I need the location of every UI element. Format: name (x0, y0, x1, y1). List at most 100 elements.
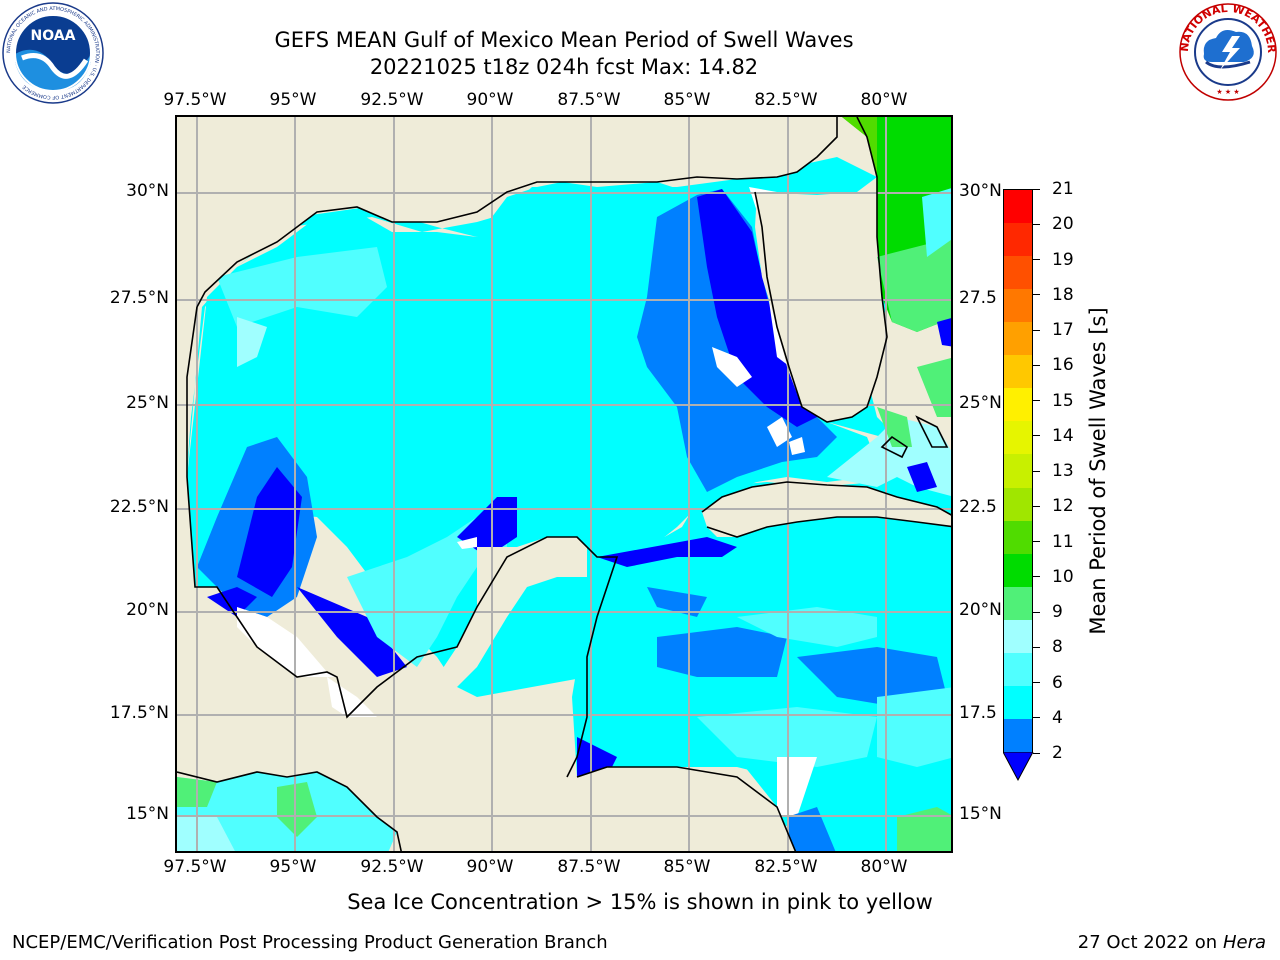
colorbar-tick-mark (1033, 223, 1040, 225)
lat-label-right: 20°N (959, 600, 1002, 620)
lat-label-left: 20°N (126, 600, 169, 620)
colorbar-band (1004, 421, 1032, 455)
footer-credit: NCEP/EMC/Verification Post Processing Pr… (12, 932, 608, 953)
coastlines (177, 117, 951, 851)
colorbar-under-arrow (1003, 752, 1034, 782)
nws-logo: NATIONAL WEATHER SERVICE ★ ★ ★ (1174, 0, 1278, 102)
colorbar-band (1004, 718, 1032, 753)
colorbar-band (1004, 388, 1032, 422)
colorbar-band (1004, 652, 1032, 687)
lat-label-right: 30°N (959, 181, 1002, 201)
colorbar-tick-label: 8 (1052, 637, 1063, 658)
colorbar-tick-mark (1033, 646, 1040, 648)
lat-label-left: 25°N (126, 393, 169, 413)
colorbar-tick-label: 18 (1052, 284, 1074, 305)
colorbar-tick-label: 11 (1052, 531, 1074, 552)
colorbar-tick-label: 6 (1052, 672, 1063, 693)
colorbar-band (1004, 619, 1032, 654)
svg-text:★ ★ ★: ★ ★ ★ (1216, 88, 1239, 96)
colorbar-band (1004, 685, 1032, 720)
colorbar-label: Mean Period of Swell Waves [s] (1086, 307, 1110, 635)
colorbar-band (1004, 454, 1032, 489)
colorbar-tick-mark (1033, 682, 1040, 683)
lat-label-left: 15°N (126, 804, 169, 824)
noaa-logo: NOAA NATIONAL OCEANIC AND ATMOSPHERIC AD… (2, 2, 104, 104)
lon-label-bottom: 92.5°W (360, 857, 424, 877)
colorbar-band (1004, 256, 1032, 290)
colorbar-tick-label: 20 (1052, 214, 1074, 235)
lon-label-bottom: 82.5°W (754, 857, 818, 877)
lon-label-top: 80°W (860, 90, 908, 110)
colorbar-band (1004, 223, 1032, 257)
colorbar-tick-mark (1033, 541, 1040, 542)
lat-label-left: 17.5°N (109, 703, 169, 723)
colorbar-tick-label: 10 (1052, 566, 1074, 587)
lon-label-top: 82.5°W (754, 90, 818, 110)
colorbar-tick-label: 2 (1052, 743, 1063, 763)
colorbar-tick-mark (1033, 400, 1040, 401)
colorbar-tick-mark (1033, 329, 1040, 331)
lat-label-right: 22.5 (959, 497, 997, 517)
colorbar-tick-label: 16 (1052, 355, 1074, 376)
lat-label-right: 27.5 (959, 288, 997, 308)
colorbar (1003, 189, 1033, 753)
colorbar-tick-mark (1033, 717, 1040, 719)
colorbar-tick-mark (1033, 294, 1040, 296)
lat-label-right: 15°N (959, 804, 1002, 824)
map-panel (175, 115, 953, 853)
footer-date: 27 Oct 2022 on Hera (1078, 932, 1266, 953)
colorbar-tick-mark (1033, 752, 1040, 754)
us-coast-land (177, 117, 951, 307)
colorbar-tick-label: 13 (1052, 461, 1074, 481)
plot-title-line1: GEFS MEAN Gulf of Mexico Mean Period of … (274, 28, 854, 52)
colorbar-tick-mark (1033, 435, 1040, 437)
colorbar-band (1004, 289, 1032, 323)
colorbar-tick-mark (1033, 611, 1040, 613)
lon-label-bottom: 90°W (466, 857, 514, 877)
lon-label-bottom: 87.5°W (557, 857, 621, 877)
sea-ice-note: Sea Ice Concentration > 15% is shown in … (347, 890, 933, 914)
colorbar-tick-label: 19 (1052, 249, 1074, 270)
colorbar-tick-label: 4 (1052, 707, 1063, 728)
colorbar-band (1004, 487, 1032, 522)
footer-host: Hera (1222, 932, 1266, 953)
colorbar-band (1004, 322, 1032, 356)
lon-label-bottom: 95°W (269, 857, 317, 877)
colorbar-tick-label: 12 (1052, 496, 1074, 517)
colorbar-band (1004, 190, 1032, 224)
lon-label-bottom: 97.5°W (163, 857, 227, 877)
colorbar-band (1004, 520, 1032, 555)
colorbar-tick-mark (1033, 364, 1040, 366)
colorbar-tick-label: 15 (1052, 390, 1074, 411)
lon-label-top: 92.5°W (360, 90, 424, 110)
colorbar-band (1004, 553, 1032, 588)
colorbar-band (1004, 586, 1032, 621)
lon-label-top: 90°W (466, 90, 514, 110)
graticule (177, 117, 951, 851)
colorbar-tick-mark (1033, 470, 1040, 472)
lat-label-right: 17.5 (959, 703, 997, 723)
plot-title-line2: 20221025 t18z 024h fcst Max: 14.82 (369, 55, 759, 79)
lon-label-top: 97.5°W (163, 90, 227, 110)
lat-label-left: 27.5°N (109, 288, 169, 308)
lon-label-top: 85°W (663, 90, 711, 110)
colorbar-tick-label: 9 (1052, 602, 1063, 622)
colorbar-tick-label: 21 (1052, 179, 1074, 199)
lon-label-top: 95°W (269, 90, 317, 110)
lat-label-left: 22.5°N (109, 497, 169, 517)
colorbar-tick-label: 14 (1052, 425, 1074, 446)
lon-label-bottom: 80°W (860, 857, 908, 877)
lon-label-bottom: 85°W (663, 857, 711, 877)
lon-label-top: 87.5°W (557, 90, 621, 110)
colorbar-tick-mark (1033, 259, 1040, 260)
svg-text:NOAA: NOAA (31, 28, 76, 44)
map-canvas (177, 117, 951, 851)
lat-label-right: 25°N (959, 393, 1002, 413)
colorbar-tick-mark (1033, 505, 1040, 507)
colorbar-tick-label: 17 (1052, 320, 1074, 340)
colorbar-band (1004, 355, 1032, 389)
colorbar-tick-mark (1033, 576, 1040, 578)
lat-label-left: 30°N (126, 181, 169, 201)
footer-date-text: 27 Oct 2022 on (1077, 932, 1223, 953)
colorbar-tick-mark (1033, 188, 1040, 190)
